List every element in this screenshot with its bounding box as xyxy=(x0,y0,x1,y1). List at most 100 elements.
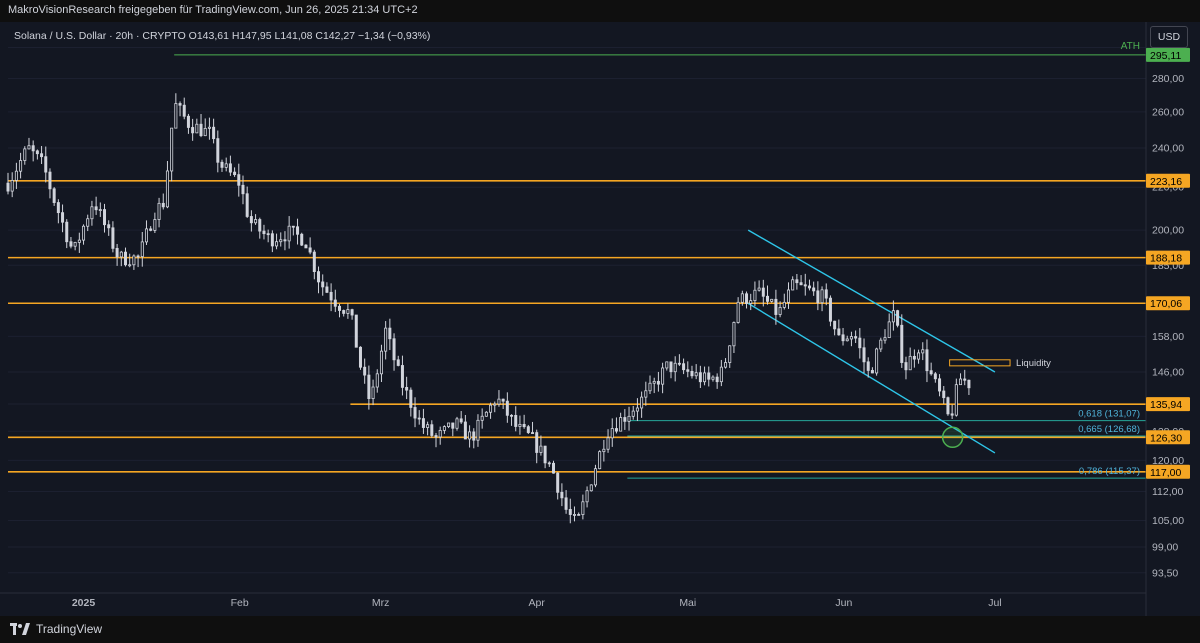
candle-body xyxy=(170,127,174,172)
candle-body xyxy=(887,321,891,339)
candle-body xyxy=(337,305,341,311)
candle-body xyxy=(363,366,367,376)
candle-body xyxy=(19,160,23,172)
currency-button[interactable]: USD xyxy=(1150,26,1188,48)
candle-body xyxy=(963,378,967,381)
candle-body xyxy=(933,373,937,380)
candle-body xyxy=(883,337,887,341)
candle-body xyxy=(178,103,182,106)
candle-body xyxy=(203,128,207,137)
candle-body xyxy=(472,431,476,441)
y-tick-label: 99,00 xyxy=(1152,542,1178,554)
candle-body xyxy=(875,348,879,374)
x-tick-label: Jun xyxy=(835,597,852,609)
candle-body xyxy=(606,437,610,450)
candle-body xyxy=(153,219,157,231)
top-bar xyxy=(0,0,1200,22)
candle-body xyxy=(459,418,463,423)
candle-body xyxy=(396,359,400,366)
price-chart[interactable]: ATH 0,618 (131,07) 0,665 (126,68) 0,786 (11… xyxy=(0,22,1200,616)
candle-body xyxy=(728,345,732,363)
candle-body xyxy=(48,171,52,190)
level-price-tag xyxy=(1146,250,1190,265)
candle-body xyxy=(661,367,665,385)
candle-body xyxy=(577,514,581,516)
candle-body xyxy=(283,239,287,242)
candle-body xyxy=(333,299,337,307)
candle-body xyxy=(463,421,467,440)
candle-body xyxy=(631,410,635,417)
candle-body xyxy=(682,363,686,371)
candle-body xyxy=(90,206,94,220)
candle-body xyxy=(346,309,350,314)
candle-body xyxy=(296,226,300,235)
candle-body xyxy=(690,370,694,377)
tradingview-logo[interactable]: TradingView xyxy=(10,622,102,636)
grid xyxy=(8,46,1146,574)
liquidity-box xyxy=(949,359,1011,367)
candle-body xyxy=(186,115,190,128)
candle-body xyxy=(149,228,153,231)
candle-body xyxy=(908,355,912,371)
candle-body xyxy=(535,432,539,453)
candle-body xyxy=(585,490,589,503)
candle-body xyxy=(824,289,828,299)
candle-body xyxy=(216,138,220,163)
x-tick-label: Apr xyxy=(529,597,546,609)
candle-body xyxy=(828,297,832,322)
candle-body xyxy=(73,242,77,247)
candle-body xyxy=(891,310,895,323)
level-price-label: 223,16 xyxy=(1150,176,1182,188)
candle-body xyxy=(270,233,274,247)
candle-body xyxy=(505,400,509,416)
y-tick-label: 280,00 xyxy=(1152,73,1184,85)
candle-body xyxy=(279,239,283,243)
candle-body xyxy=(195,123,199,134)
candle-body xyxy=(715,376,719,383)
candle-body xyxy=(942,390,946,399)
candle-body xyxy=(669,361,673,373)
candle-body xyxy=(258,219,262,232)
candle-body xyxy=(778,307,782,315)
candle-body xyxy=(384,327,388,352)
candle-body xyxy=(220,161,224,168)
fib-label: 0,665 (126,68) xyxy=(1078,424,1140,435)
level-price-label: 117,00 xyxy=(1150,467,1181,479)
candle-body xyxy=(321,281,325,288)
candle-body xyxy=(896,310,900,326)
candle-body xyxy=(879,339,883,350)
candle-body xyxy=(44,156,48,173)
candle-body xyxy=(531,432,535,434)
level-price-label: 170,06 xyxy=(1150,298,1182,310)
candle-body xyxy=(199,123,203,137)
x-tick-label: Mrz xyxy=(372,597,390,609)
candle-body xyxy=(6,182,10,192)
candle-body xyxy=(938,378,942,392)
y-tick-label: 146,00 xyxy=(1152,366,1184,378)
footer-bar xyxy=(0,616,1200,643)
candle-body xyxy=(560,491,564,499)
annotation-lines xyxy=(8,54,1146,479)
x-tick-label: 2025 xyxy=(72,597,96,609)
candle-body xyxy=(207,126,211,129)
candle-body xyxy=(82,225,86,241)
fib-label: 0,618 (131,07) xyxy=(1078,409,1140,420)
candle-body xyxy=(912,355,916,360)
x-tick-label: Feb xyxy=(231,597,249,609)
candle-body xyxy=(900,324,904,363)
tradingview-logo-label: TradingView xyxy=(36,622,103,636)
candle-body xyxy=(103,209,107,226)
candle-body xyxy=(421,418,425,428)
candle-body xyxy=(849,336,853,340)
candle-body xyxy=(275,241,279,247)
candle-body xyxy=(623,417,627,422)
candle-body xyxy=(665,361,669,369)
candle-body xyxy=(65,221,69,243)
candle-body xyxy=(182,104,186,117)
candle-body xyxy=(287,225,291,242)
candle-body xyxy=(761,287,765,297)
candle-body xyxy=(325,286,329,293)
level-price-label: 188,18 xyxy=(1150,253,1182,265)
candle-body xyxy=(627,415,631,422)
candle-body xyxy=(925,349,929,372)
